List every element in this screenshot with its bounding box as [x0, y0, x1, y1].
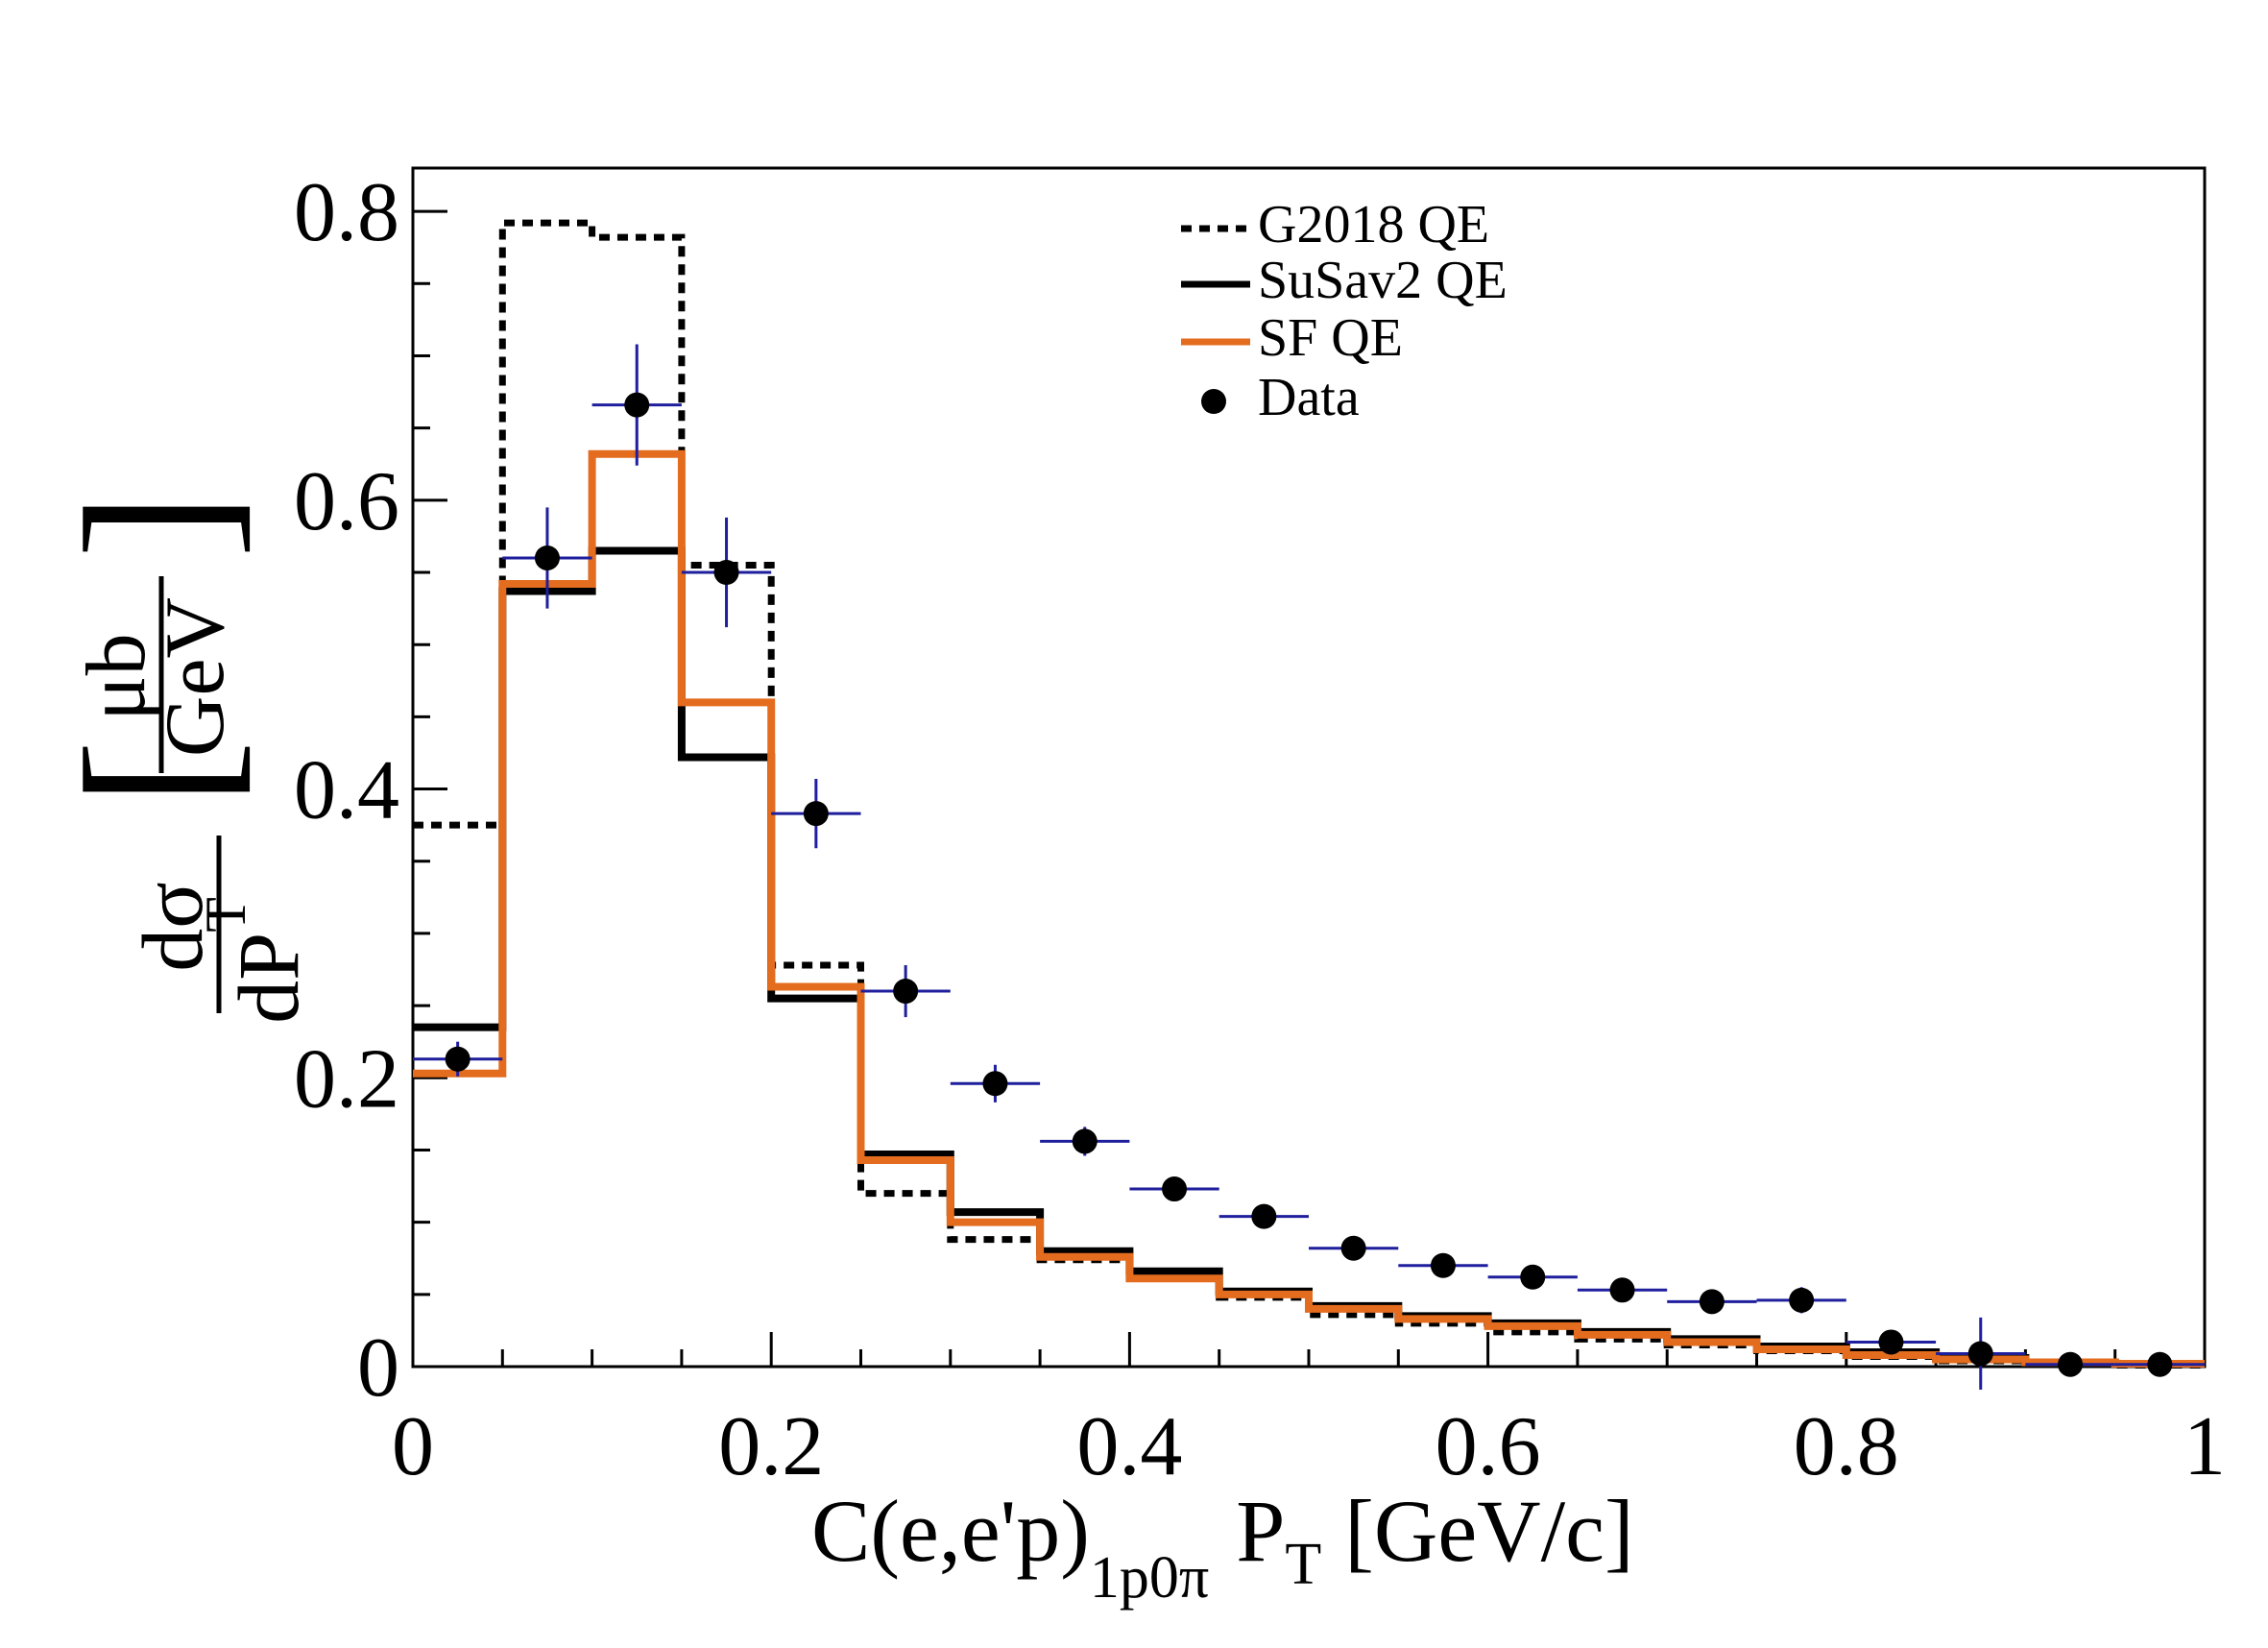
legend-entry-sf: SF QE [1181, 308, 1403, 368]
data-marker [624, 392, 650, 418]
y-title-unit-num: μb [70, 633, 163, 720]
y-title-den-var: dP [222, 933, 317, 1024]
data-point [591, 344, 682, 466]
data-marker [1430, 1252, 1456, 1278]
legend-label-sf: SF QE [1258, 308, 1403, 368]
y-tick-label: 0 [357, 1321, 399, 1415]
data-point [1936, 1317, 2026, 1391]
y-title-den-sub: T [194, 897, 257, 933]
data-marker [982, 1071, 1008, 1097]
data-point [2114, 1351, 2205, 1377]
series-sf-qe [413, 449, 2205, 1368]
x-tick-label: 0.6 [1436, 1400, 1541, 1493]
data-points [413, 344, 2205, 1391]
y-axis-title: dσ dPT [ μb GeV ] [44, 492, 317, 1024]
x-tick-label: 0 [392, 1400, 434, 1493]
legend-entry-susav2: SuSav2 QE [1181, 251, 1508, 310]
x-title-main: C(e,e'p) [811, 1482, 1090, 1580]
legend-entry-g2018: G2018 QE [1181, 195, 1489, 254]
data-marker [1072, 1128, 1098, 1154]
axis-ticks [411, 209, 2207, 1369]
data-point [1756, 1287, 1846, 1314]
data-marker [2058, 1351, 2084, 1377]
y-title-rbracket: ] [44, 492, 267, 559]
data-point [502, 507, 592, 609]
data-point [1577, 1277, 1668, 1303]
data-point [1487, 1264, 1578, 1290]
data-point [1129, 1176, 1219, 1202]
data-marker [445, 1046, 470, 1072]
data-marker [1789, 1287, 1815, 1313]
data-marker [1967, 1341, 1993, 1367]
x-axis-title: C(e,e'p)1p0π PT [GeV/c] [811, 1482, 1634, 1611]
x-title-var: P [1236, 1482, 1285, 1580]
y-tick-label: 0.8 [294, 166, 399, 259]
data-point [1218, 1203, 1309, 1229]
data-marker [1520, 1264, 1546, 1290]
x-title-subscript: 1p0π [1090, 1545, 1209, 1611]
y-tick-label: 0.4 [294, 744, 399, 837]
data-marker [1162, 1176, 1188, 1202]
legend-label-g2018: G2018 QE [1258, 195, 1489, 254]
x-title-unit: [GeV/c] [1344, 1482, 1633, 1580]
data-point [771, 779, 861, 849]
y-title-den: dPT [194, 897, 317, 1024]
data-marker [1251, 1203, 1277, 1229]
x-tick-label: 0.2 [718, 1400, 824, 1493]
x-tick-label: 0.8 [1794, 1400, 1899, 1493]
data-marker [534, 545, 560, 570]
y-title-num: dσ [126, 882, 221, 972]
data-marker [1340, 1235, 1366, 1261]
data-marker [893, 979, 919, 1005]
data-point [950, 1064, 1041, 1103]
data-point [2025, 1351, 2115, 1377]
data-point [681, 517, 772, 628]
legend-label-data: Data [1258, 368, 1360, 427]
legend-label-susav2: SuSav2 QE [1258, 251, 1508, 310]
legend: G2018 QE SuSav2 QE SF QE Data [1181, 195, 1508, 427]
legend-marker-data [1201, 389, 1226, 414]
data-point [860, 964, 951, 1018]
data-marker [1609, 1277, 1635, 1303]
data-point [1398, 1252, 1488, 1278]
y-tick-label: 0.2 [294, 1032, 399, 1126]
y-title-lbracket: [ [44, 739, 267, 807]
data-point [413, 1041, 503, 1077]
data-point [1040, 1127, 1130, 1156]
data-marker [2147, 1351, 2173, 1377]
data-marker [803, 801, 829, 827]
y-tick-label: 0.6 [294, 455, 399, 548]
y-title-unit-den: GeV [149, 597, 242, 757]
tick-labels: 0 0.2 0.4 0.6 0.8 1 0 0.2 0.4 0.6 0.8 [294, 166, 2226, 1493]
data-point [1309, 1235, 1399, 1261]
x-title-var-sub: T [1285, 1532, 1321, 1597]
data-marker [1878, 1329, 1904, 1355]
x-tick-label: 0.4 [1076, 1400, 1182, 1493]
x-tick-label: 1 [2184, 1400, 2226, 1493]
data-point [1846, 1329, 1937, 1355]
data-marker [713, 560, 739, 586]
data-point [1667, 1289, 1757, 1315]
legend-entry-data: Data [1201, 368, 1360, 427]
data-marker [1699, 1289, 1725, 1315]
